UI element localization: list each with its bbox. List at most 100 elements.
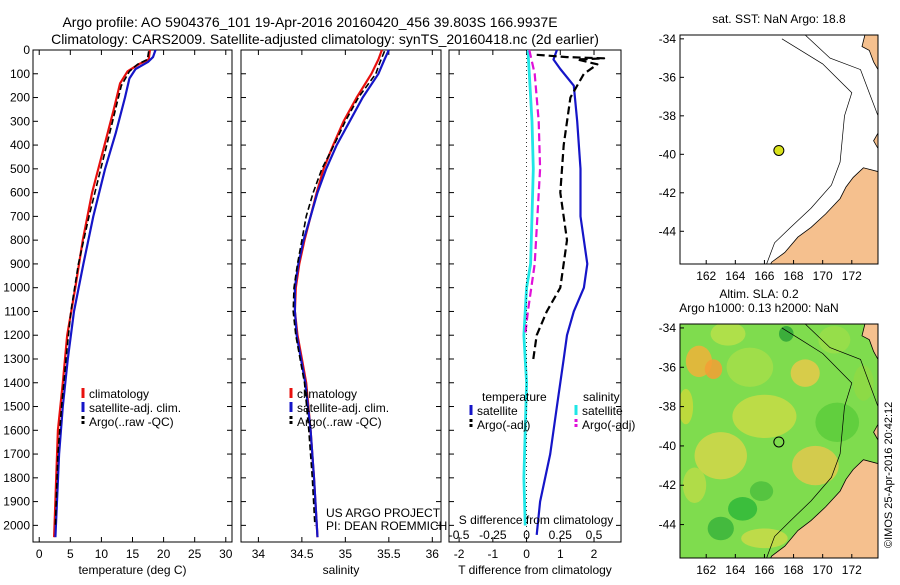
y-tick-label: 1700 — [3, 447, 30, 461]
profile-location-marker — [773, 144, 785, 156]
x-tick-label: 172 — [842, 563, 862, 577]
figure-title-line1: Argo profile: AO 5904376_101 19-Apr-2016… — [62, 14, 557, 30]
annotation-text: US ARGO PROJECT — [326, 506, 441, 520]
bathymetry-contour — [804, 35, 878, 116]
sla-patch — [707, 516, 734, 541]
map-title-line1: Altim. SLA: 0.2 — [719, 287, 799, 301]
sla-map: 162 164 166 168 170 172 -34 -36 -38 -40 -42 -44 Alti… — [659, 287, 879, 577]
x-tick-label: 15 — [126, 547, 140, 561]
sla-patch — [680, 388, 694, 425]
x-tick-label: 35.5 — [377, 547, 401, 561]
y-tick-label: -40 — [659, 147, 677, 161]
x-tick-label: -1 — [488, 547, 499, 561]
y-tick-label: 1200 — [3, 328, 30, 342]
bathymetry-contour — [766, 327, 853, 558]
y-tick-label: -42 — [659, 186, 677, 200]
x-tick-label: 34.5 — [290, 547, 314, 561]
y-tick-label: -34 — [659, 321, 677, 335]
series-line-temperature-satellite — [535, 49, 589, 536]
top-x-tick-label: 0.5 — [586, 528, 603, 542]
sst-map: 162 164 166 168 170 172 -34 -36 -38 -40 -42 -44 sat.… — [659, 12, 879, 283]
x-tick-label: 20 — [157, 547, 171, 561]
top-axis-label: S difference from climatology — [459, 513, 614, 527]
sla-patch — [790, 359, 820, 387]
figure-title-line2: Climatology: CARS2009. Satellite-adjuste… — [51, 31, 599, 47]
sla-patch — [728, 497, 758, 521]
legend-label: climatology — [89, 387, 149, 401]
y-tick-label: 1800 — [3, 471, 30, 485]
top-x-tick-label: 0 — [523, 528, 530, 542]
map-title: sat. SST: NaN Argo: 18.8 — [712, 12, 846, 26]
series-line-satellite-adj-clim- — [54, 49, 157, 538]
legend-label: Argo(-adj) — [582, 418, 635, 432]
y-tick-label: 1900 — [3, 495, 30, 509]
x-tick-label: 30 — [219, 547, 233, 561]
map-frame — [679, 323, 879, 559]
x-tick-label: 170 — [813, 269, 833, 283]
x-tick-label: 166 — [754, 563, 774, 577]
legend-label: Argo(..raw -QC) — [297, 415, 382, 429]
y-tick-label: 200 — [10, 91, 30, 105]
land-north-island-west — [873, 132, 878, 150]
y-tick-label: 1600 — [3, 423, 30, 437]
sla-patch — [704, 359, 723, 380]
legend-label: satellite-adj. clim. — [89, 401, 181, 415]
map-content — [766, 35, 878, 264]
plot-frame — [240, 49, 442, 543]
y-tick-label: 500 — [10, 162, 30, 176]
y-tick-label: 100 — [10, 67, 30, 81]
y-tick-label: 300 — [10, 114, 30, 128]
y-tick-label: 1000 — [3, 281, 30, 295]
series-line-salinity-satellite — [522, 49, 535, 526]
y-tick-label: -38 — [659, 109, 677, 123]
y-tick-label: 400 — [10, 138, 30, 152]
x-tick-label: 10 — [95, 547, 109, 561]
x-tick-label: 168 — [784, 269, 804, 283]
y-tick-label: 1300 — [3, 352, 30, 366]
sla-patch — [792, 445, 839, 486]
x-axis-label: T difference from climatology — [458, 563, 612, 577]
y-tick-label: 900 — [10, 257, 30, 271]
y-tick-label: -44 — [659, 224, 677, 238]
bathymetry-contour — [804, 324, 878, 407]
x-tick-label: 168 — [784, 563, 804, 577]
y-tick-label: 1500 — [3, 400, 30, 414]
x-tick-label: 170 — [813, 563, 833, 577]
y-tick-label: -42 — [659, 478, 677, 492]
y-tick-label: 2000 — [3, 518, 30, 532]
profile-location-marker — [773, 436, 785, 448]
series-line-temperature-argo-adj- — [532, 53, 606, 360]
map-title-line2: Argo h1000: 0.13 h2000: NaN — [679, 301, 838, 315]
y-tick-label: -36 — [659, 360, 677, 374]
x-tick-label: 164 — [725, 563, 745, 577]
top-x-tick-label: -0.25 — [479, 528, 507, 542]
x-tick-label: 162 — [696, 269, 716, 283]
x-tick-label: 36 — [426, 547, 440, 561]
x-tick-label: 172 — [842, 269, 862, 283]
top-x-tick-label: 0.25 — [549, 528, 573, 542]
sla-patch — [710, 324, 746, 346]
sla-patch — [741, 528, 788, 549]
x-tick-label: 5 — [67, 547, 74, 561]
land-north-island — [861, 324, 878, 361]
land-north-island-west — [873, 423, 878, 441]
legend-label: climatology — [297, 387, 357, 401]
x-tick-label: 35 — [339, 547, 353, 561]
legend-title-temperature: temperature — [482, 390, 547, 404]
x-tick-label: 1 — [557, 547, 564, 561]
sla-patch — [726, 347, 774, 387]
x-tick-label: 2 — [591, 547, 598, 561]
sla-patch — [694, 432, 747, 480]
sla-patch — [815, 402, 860, 442]
top-x-tick-label: -0.5 — [449, 528, 470, 542]
sla-patch — [682, 467, 707, 503]
sla-patch — [749, 481, 774, 501]
y-tick-label: -38 — [659, 400, 677, 414]
difference-panel: -2 -1 0 1 2 T difference from climatology temp… — [448, 49, 635, 577]
credit-text: ©IMOS 25-Apr-2016 20:42:12 — [883, 402, 895, 548]
y-tick-label: 700 — [10, 209, 30, 223]
x-axis-label: salinity — [323, 563, 360, 577]
land-north-island — [861, 35, 878, 71]
